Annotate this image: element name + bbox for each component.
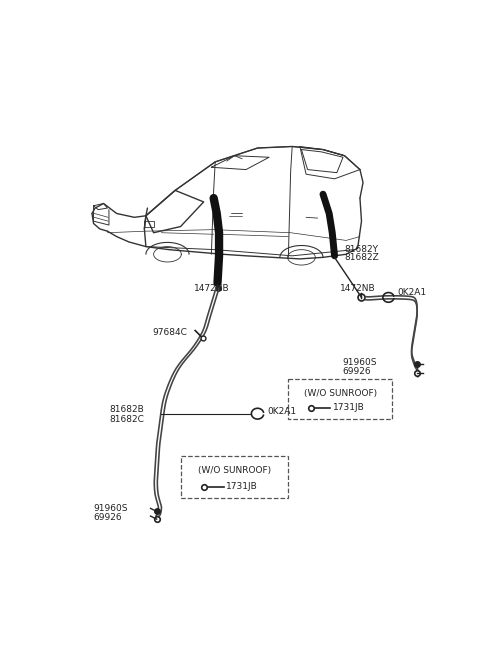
Text: 1731JB: 1731JB xyxy=(226,482,258,491)
Text: 1472NB: 1472NB xyxy=(193,283,229,293)
Text: 81682B: 81682B xyxy=(109,405,144,415)
Text: 81682C: 81682C xyxy=(109,415,144,424)
Text: 91960S: 91960S xyxy=(342,358,377,367)
Text: (W/O SUNROOF): (W/O SUNROOF) xyxy=(198,466,271,476)
Text: 97684C: 97684C xyxy=(152,328,187,337)
Bar xyxy=(180,456,288,499)
Text: 0K2A1: 0K2A1 xyxy=(397,288,426,297)
Text: (W/O SUNROOF): (W/O SUNROOF) xyxy=(304,388,377,398)
Text: 0K2A1: 0K2A1 xyxy=(267,407,297,416)
Text: 1731JB: 1731JB xyxy=(333,403,364,413)
Text: 81682Y: 81682Y xyxy=(345,245,379,254)
Text: 91960S: 91960S xyxy=(94,504,128,513)
Text: 69926: 69926 xyxy=(342,367,371,376)
Text: 69926: 69926 xyxy=(94,513,122,522)
Bar xyxy=(288,379,392,419)
Text: 81682Z: 81682Z xyxy=(345,253,379,262)
Text: 1472NB: 1472NB xyxy=(340,283,375,293)
